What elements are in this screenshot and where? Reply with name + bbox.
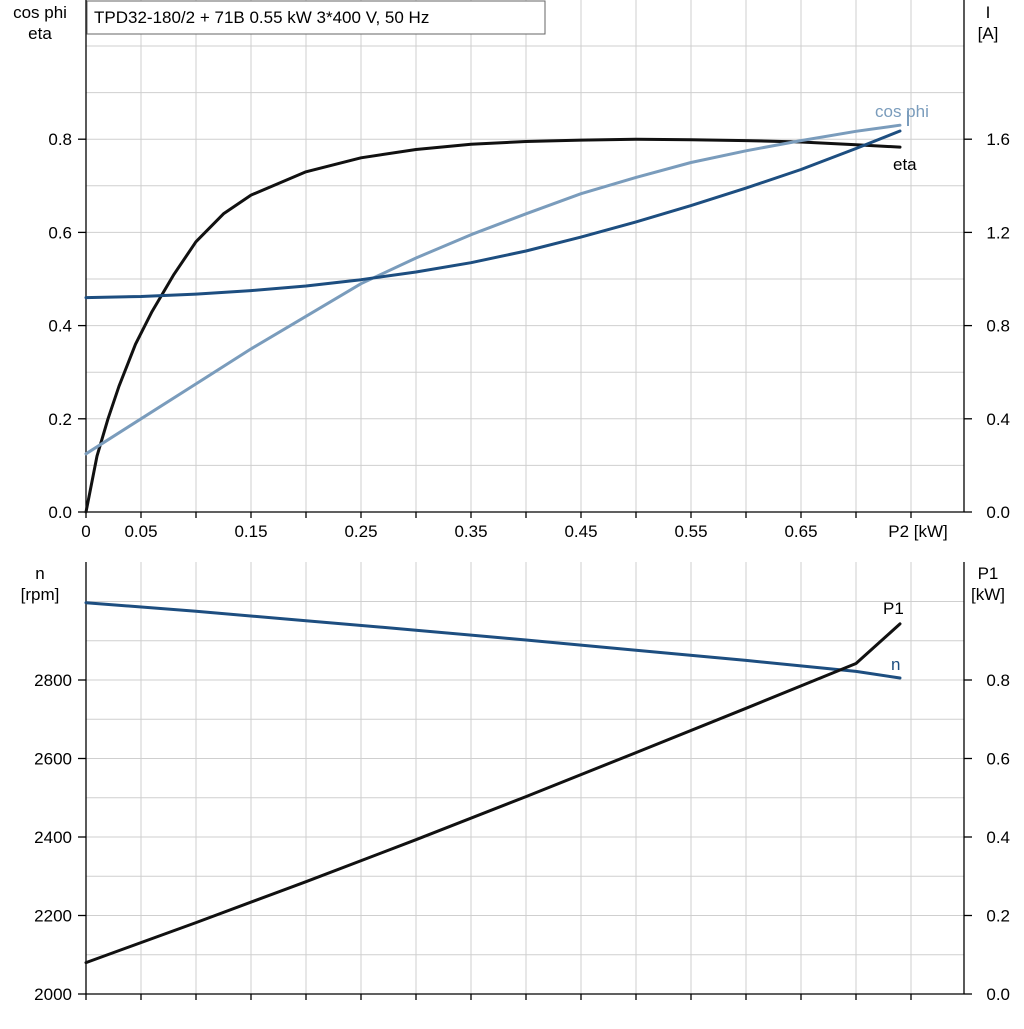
n-curve-label: n bbox=[891, 655, 900, 674]
panel1-right-tick-label: 0.8 bbox=[986, 317, 1010, 336]
title-box bbox=[86, 0, 546, 35]
panel1-right-tick-label: 1.2 bbox=[986, 223, 1010, 242]
panel2-left-tick-label: 2600 bbox=[34, 750, 72, 769]
panel1-left-axis-unit: eta bbox=[28, 24, 52, 43]
panel1-left-tick-label: 0.4 bbox=[48, 317, 72, 336]
panel2-left-tick-label: 2200 bbox=[34, 907, 72, 926]
panel2-left-tick-label: 2800 bbox=[34, 671, 72, 690]
panel1-left-tick-label: 0.0 bbox=[48, 503, 72, 522]
p1-curve-label: P1 bbox=[883, 599, 904, 618]
panel2-left-axis-unit: [rpm] bbox=[21, 585, 60, 604]
panel2-left-tick-label: 2000 bbox=[34, 985, 72, 1004]
panel2-left-tick-label: 2400 bbox=[34, 828, 72, 847]
panel1-right-tick-label: 0.4 bbox=[986, 410, 1010, 429]
panel1-x-tick-label: 0.65 bbox=[784, 522, 817, 541]
panel2-left-axis-title: n bbox=[35, 564, 44, 583]
panel1-x-axis-label: P2 [kW] bbox=[888, 522, 948, 541]
panel1-x-tick-label: 0.45 bbox=[564, 522, 597, 541]
chart-title: TPD32-180/2 + 71B 0.55 kW 3*400 V, 50 Hz bbox=[94, 8, 429, 27]
panel1-right-axis-unit: [A] bbox=[978, 24, 999, 43]
panel1-right-tick-label: 1.6 bbox=[986, 130, 1010, 149]
panel1-x-tick-label: 0 bbox=[81, 522, 90, 541]
panel1-series-I-line bbox=[84, 129, 902, 300]
panel1-x-tick-label: 0.05 bbox=[124, 522, 157, 541]
eta-curve-label: eta bbox=[893, 155, 917, 174]
panel1-x-tick-label: 0.35 bbox=[454, 522, 487, 541]
panel2-series-P1-line bbox=[84, 622, 902, 965]
panel2-right-axis-title: P1 bbox=[978, 564, 999, 583]
panel1-right-tick-label: 0.0 bbox=[986, 503, 1010, 522]
panel2-series-n-line bbox=[84, 601, 902, 680]
panel1-right-axis-title: I bbox=[986, 3, 991, 22]
panel2-right-tick-label: 0.8 bbox=[986, 671, 1010, 690]
panel1-left-axis-title: cos phi bbox=[13, 3, 67, 22]
panel1-left-tick-label: 0.8 bbox=[48, 130, 72, 149]
panel1-left-tick-label: 0.6 bbox=[48, 223, 72, 242]
panel1-series-cos-phi-line bbox=[84, 123, 902, 456]
panel2-right-tick-label: 0.6 bbox=[986, 750, 1010, 769]
panel1-x-tick-label: 0.15 bbox=[234, 522, 267, 541]
panel2-right-tick-label: 0.4 bbox=[986, 828, 1010, 847]
panel2-right-axis-unit: [kW] bbox=[971, 585, 1005, 604]
panel1-series-eta-line bbox=[84, 137, 902, 514]
panel2-right-tick-label: 0.0 bbox=[986, 985, 1010, 1004]
cos-phi-curve-label: cos phi bbox=[875, 102, 929, 121]
panel1-x-tick-label: 0.55 bbox=[674, 522, 707, 541]
panel1-left-tick-label: 0.2 bbox=[48, 410, 72, 429]
panel2-right-tick-label: 0.2 bbox=[986, 907, 1010, 926]
panel1-x-tick-label: 0.25 bbox=[344, 522, 377, 541]
